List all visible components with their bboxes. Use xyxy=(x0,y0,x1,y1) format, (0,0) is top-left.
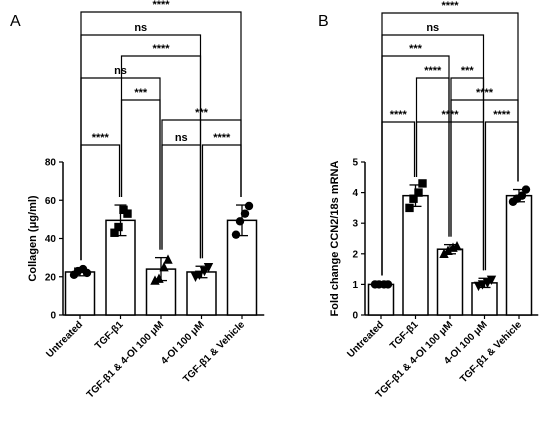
significance-label: **** xyxy=(476,87,494,99)
data-point xyxy=(405,203,414,213)
data-point xyxy=(517,191,527,200)
significance-bracket xyxy=(381,121,416,276)
bar xyxy=(64,271,96,316)
bar xyxy=(186,271,217,316)
category-label: Untreated xyxy=(44,319,85,360)
significance-label: **** xyxy=(390,109,408,121)
category-label: TGF-β1 & 4-OI 100 μM xyxy=(85,319,166,400)
data-point xyxy=(154,273,164,283)
significance-label: **** xyxy=(493,109,511,121)
significance-label: **** xyxy=(213,132,231,144)
significance-label: ns xyxy=(134,22,147,34)
data-point xyxy=(443,245,453,255)
data-point xyxy=(235,217,245,226)
significance-label: **** xyxy=(441,0,459,12)
data-point xyxy=(244,201,254,211)
significance-label: ns xyxy=(114,65,127,77)
y-tick-label: 0 xyxy=(50,311,56,322)
significance-bracket xyxy=(484,121,519,271)
significance-label: *** xyxy=(195,107,209,119)
data-point xyxy=(231,230,241,239)
data-point xyxy=(521,185,531,194)
significance-label: **** xyxy=(152,43,170,55)
y-tick-label: 0 xyxy=(352,311,358,322)
significance-label: **** xyxy=(441,109,459,121)
data-point xyxy=(199,266,210,277)
y-tick-label: 80 xyxy=(45,158,57,169)
data-point xyxy=(486,275,497,286)
y-tick-label: 40 xyxy=(45,234,57,245)
y-axis-label: Collagen (μg/ml) xyxy=(27,195,39,282)
bar xyxy=(436,248,464,316)
significance-bracket xyxy=(80,34,202,261)
y-tick-label: 60 xyxy=(45,196,57,207)
significance-bracket xyxy=(120,99,161,250)
data-point xyxy=(110,228,119,237)
significance-label: *** xyxy=(461,65,475,77)
bar xyxy=(402,194,429,316)
significance-bracket xyxy=(80,144,121,261)
bar xyxy=(505,194,533,316)
significance-label: **** xyxy=(92,132,110,144)
data-point xyxy=(123,209,132,218)
significance-bracket xyxy=(161,144,202,259)
data-point xyxy=(452,240,462,251)
data-point xyxy=(114,222,123,232)
data-point xyxy=(203,262,214,273)
category-label: TGF-β1 xyxy=(93,319,126,352)
y-tick-label: 1 xyxy=(352,280,358,291)
category-label: TGF-β1 & Vehicle xyxy=(458,319,524,385)
panel-a: A 0 20 40 60 80 Collagen (μg/ml) Untreated TGF-β… xyxy=(10,0,265,401)
significance-label: **** xyxy=(152,0,170,11)
panel-label: A xyxy=(10,13,21,30)
y-tick-label: 3 xyxy=(352,219,358,230)
data-point xyxy=(409,194,418,203)
significance-label: **** xyxy=(424,65,442,77)
panel-label: B xyxy=(318,13,329,30)
data-point xyxy=(439,248,449,258)
data-point xyxy=(383,280,393,289)
category-label: TGF-β1 xyxy=(388,319,421,352)
data-point xyxy=(82,268,92,278)
y-axis-label: Fold change CCN2/18s mRNA xyxy=(329,161,341,317)
y-tick-label: 5 xyxy=(352,158,358,169)
significance-bracket xyxy=(201,144,242,259)
significance-label: ns xyxy=(175,132,188,144)
bar xyxy=(367,283,395,316)
y-tick-label: 20 xyxy=(45,272,57,283)
data-point xyxy=(194,270,205,281)
data-point xyxy=(418,179,427,188)
data-point xyxy=(240,209,250,218)
data-point xyxy=(414,188,423,197)
significance-bracket xyxy=(415,121,485,271)
data-point xyxy=(163,254,173,264)
significance-bracket xyxy=(450,77,485,271)
y-tick-label: 2 xyxy=(352,249,358,260)
significance-label: *** xyxy=(134,87,148,99)
y-tick-label: 4 xyxy=(352,188,358,199)
data-point xyxy=(159,261,169,272)
significance-label: ns xyxy=(426,22,439,34)
category-label: Untreated xyxy=(345,319,386,360)
panel-b: B 0 1 2 3 4 5 Fold change CCN2/18s mRNA Untreate… xyxy=(318,0,539,401)
significance-label: *** xyxy=(409,43,423,55)
